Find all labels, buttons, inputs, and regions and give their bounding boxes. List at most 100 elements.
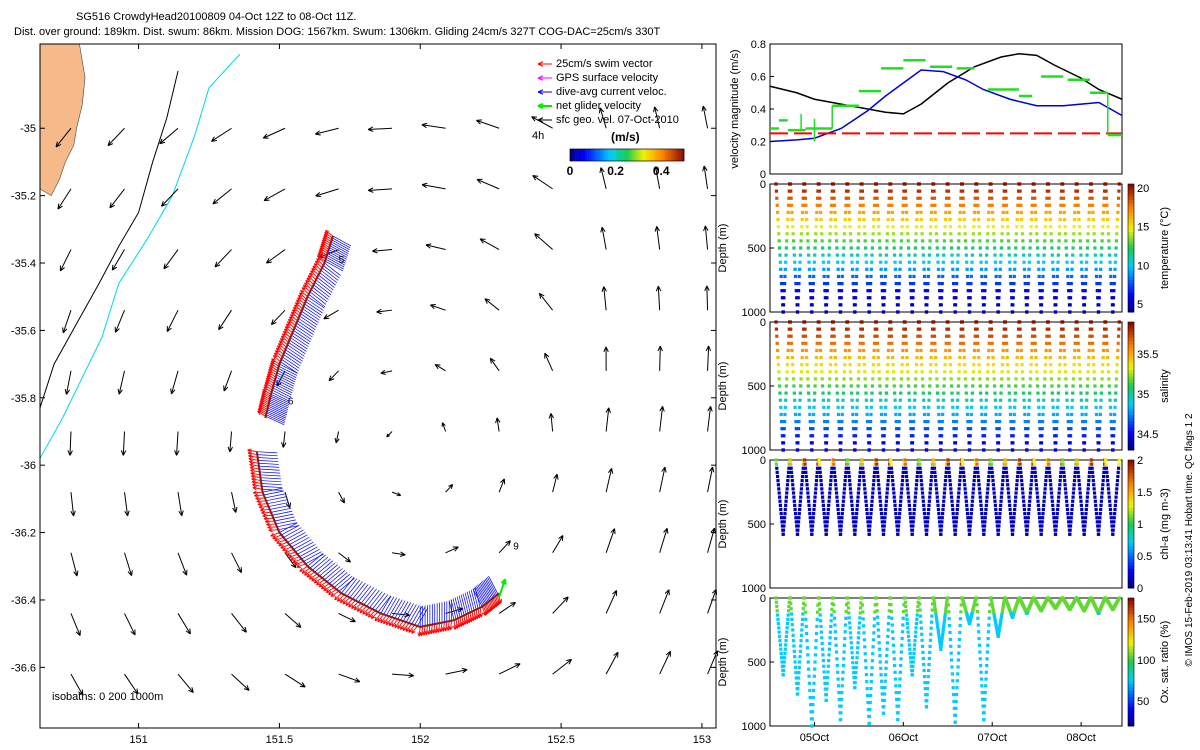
geo-velocity-arrow [532, 174, 553, 190]
profile-sample [999, 615, 1003, 619]
profile-sample [944, 470, 948, 474]
profile-sample [865, 267, 869, 271]
profile-sample [1033, 470, 1037, 474]
profile-sample [962, 479, 966, 483]
profile-sample [1025, 524, 1030, 528]
profile-sample [956, 672, 960, 676]
profile-sample [965, 512, 970, 516]
profile-sample [925, 427, 930, 431]
profile-sample [1100, 495, 1104, 499]
profile-sample [957, 232, 961, 236]
profile-sample [971, 495, 975, 499]
profile-sample [810, 724, 814, 728]
dive-avg-current-vector [302, 308, 320, 321]
profile-sample [1113, 260, 1117, 264]
profile-sample [982, 296, 987, 300]
profile-sample [988, 603, 992, 607]
dive-avg-current-vector [258, 465, 280, 468]
profile-sample [789, 203, 794, 207]
profile-sample [896, 704, 901, 708]
profile-sample [918, 608, 922, 612]
oxygen-colorbar-swatch [1128, 623, 1134, 628]
profile-sample [812, 405, 816, 409]
colorbar-swatch [638, 149, 641, 161]
profile-sample [803, 320, 807, 324]
profile-sample [928, 487, 933, 491]
profile-sample [796, 289, 801, 293]
profile-sample [891, 355, 895, 360]
profile-sample [1100, 239, 1104, 243]
profile-sample [818, 196, 822, 200]
legend-item-label: sfc geo. vel. 07-Oct-2010 [556, 114, 679, 126]
profile-sample [978, 384, 982, 388]
profile-sample [840, 512, 844, 516]
profile-sample [1065, 398, 1069, 402]
profile-sample [829, 348, 833, 353]
profile-sample [916, 600, 920, 604]
profile-sample [791, 633, 795, 637]
profile-sample [1044, 348, 1048, 353]
profile-sample [1043, 483, 1048, 487]
profile-sample [1068, 528, 1072, 532]
map-x-tick-label: 151 [129, 734, 147, 746]
profile-sample [1080, 419, 1085, 424]
profile-sample [1014, 377, 1018, 381]
profile-sample [1114, 491, 1119, 495]
profile-sample [992, 613, 996, 617]
profile-sample [849, 239, 853, 243]
profile-sample [796, 427, 801, 431]
profile-sample [868, 296, 872, 300]
profile-sample [1011, 296, 1015, 300]
profile-sample [1063, 363, 1067, 367]
profile-sample [1030, 334, 1035, 338]
profile-sample [837, 520, 841, 524]
profile-sample [922, 507, 926, 512]
profile-sample [839, 520, 844, 524]
dive-avg-current-vector [328, 249, 347, 260]
profile-sample [1095, 516, 1099, 520]
salinity-colorbar-swatch [1128, 376, 1134, 381]
profile-sample [1069, 427, 1073, 431]
oxygen-colorbar-swatch [1128, 655, 1134, 660]
dive-avg-current-vector [321, 267, 339, 281]
profile-sample [1041, 419, 1045, 424]
profile-sample [1085, 398, 1089, 402]
profile-sample [984, 267, 988, 271]
profile-sample [1049, 491, 1054, 495]
profile-sample [865, 512, 869, 516]
profile-sample [850, 405, 855, 409]
oxygen-colorbar-swatch [1128, 678, 1134, 682]
profile-sample [1115, 225, 1119, 229]
profile-sample [921, 253, 925, 257]
geo-velocity-arrow [334, 431, 340, 444]
profile-sample [800, 479, 804, 483]
profile-sample [1001, 604, 1005, 609]
profile-sample [963, 232, 967, 236]
profile-sample [891, 225, 895, 229]
colorbar-swatch [680, 149, 683, 161]
profile-sample [815, 203, 819, 207]
salinity-colorbar-swatch [1128, 347, 1134, 352]
profile-sample [1013, 507, 1017, 512]
profile-sample [1011, 520, 1016, 524]
profile-sample [1015, 474, 1020, 479]
profile-sample [867, 714, 872, 719]
profile-sample [984, 260, 988, 264]
profile-sample [822, 419, 827, 424]
profile-sample [1061, 462, 1065, 466]
profile-sample [908, 274, 912, 279]
profile-sample [832, 462, 836, 466]
profile-sample [843, 483, 847, 487]
dive-avg-current-vector [333, 574, 350, 588]
profile-sample [797, 671, 801, 675]
profile-sample [971, 487, 976, 491]
profile-sample [863, 487, 867, 491]
profile-sample [966, 427, 970, 431]
profile-sample [946, 327, 950, 331]
profile-sample [925, 693, 929, 697]
profile-sample [1098, 281, 1102, 286]
profile-sample [833, 479, 837, 483]
profile-sample [1033, 334, 1037, 338]
profile-sample [992, 611, 996, 615]
profile-sample [904, 604, 908, 609]
